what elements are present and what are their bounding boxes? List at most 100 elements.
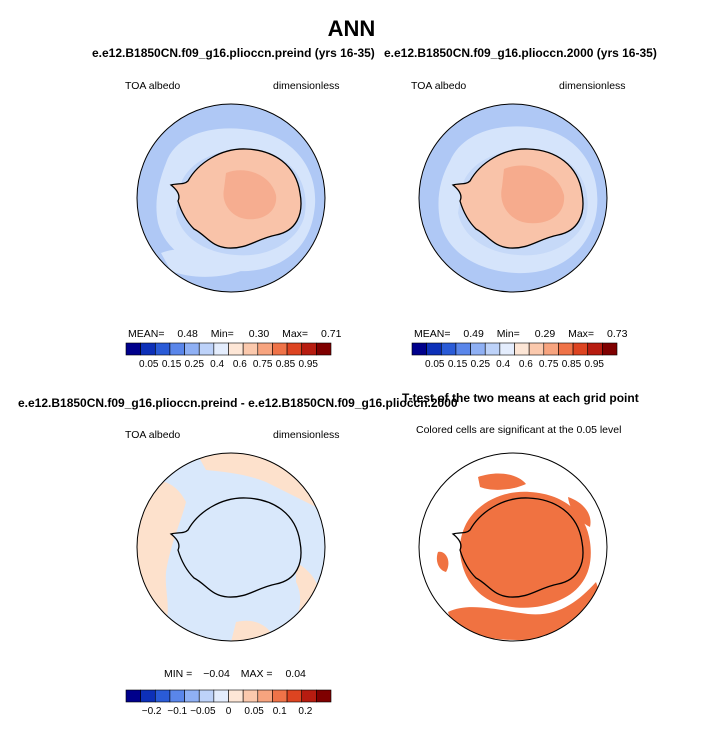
colorbar-cell	[286, 342, 303, 356]
variable-label: TOA albedo	[125, 80, 181, 92]
colorbar-tick-label: 0.75	[539, 359, 559, 370]
colorbar-cell	[286, 689, 303, 703]
plateau-shading	[223, 170, 277, 220]
mean-label: MEAN=	[414, 328, 451, 340]
colorbar-albedo-left: 0.05 0.15 0.25 0.4 0.6 0.75 0.85 0.95	[125, 342, 332, 370]
colorbar-tick-label: 0.6	[519, 359, 533, 370]
max-value: 0.73	[606, 328, 628, 340]
antarctica-landmass	[171, 497, 301, 598]
colorbar-tick-label: 0.05	[244, 706, 264, 717]
colorbar-cell	[228, 689, 244, 703]
colorbar-cell	[154, 689, 171, 703]
colorbar-cell	[587, 342, 603, 356]
colorbar-cell	[272, 342, 288, 356]
colorbar-cell	[440, 342, 457, 356]
colorbar-cell	[426, 342, 442, 356]
colorbar-tick-label: 0.2	[298, 706, 312, 717]
colorbar-tick-label: 0.4	[210, 359, 224, 370]
panel-title-ttest: T-test of the two means at each grid poi…	[402, 391, 639, 405]
map-border	[136, 452, 326, 642]
colorbar-tick-label: 0.6	[233, 359, 247, 370]
max-label: MAX =	[240, 668, 273, 680]
ttest-subtitle: Colored cells are significant at the 0.0…	[416, 424, 622, 436]
colorbar-cell	[455, 342, 471, 356]
variable-label: TOA albedo	[125, 429, 181, 441]
significant-region	[478, 473, 526, 490]
stats-preind: MEAN= 0.48 Min= 0.30 Max= 0.71	[128, 328, 341, 340]
plateau-shading	[501, 165, 565, 224]
colorbar-cell	[514, 342, 530, 356]
colorbar-cell	[154, 342, 171, 356]
colorbar-tick-label: 0.15	[162, 359, 182, 370]
colorbar-cell	[558, 342, 574, 356]
colorbar-tick-label: 0.25	[185, 359, 205, 370]
stats-difference: MIN = −0.04 MAX = 0.04	[164, 668, 306, 680]
polar-map-difference	[136, 452, 326, 642]
colorbar-tick-label: 0.15	[448, 359, 468, 370]
colorbar-cell	[301, 342, 317, 356]
significant-region	[568, 497, 591, 527]
units-label: dimensionless	[273, 429, 340, 441]
min-label: Min=	[496, 328, 520, 340]
panel-title-preind: e.e12.B1850CN.f09_g16.pliocсn.preind (yr…	[92, 46, 375, 60]
colorbar-cell	[543, 342, 559, 356]
colorbar-cell	[257, 689, 273, 703]
colorbar-tick-label: −0.05	[190, 706, 216, 717]
colorbar-difference: −0.2 −0.1 −0.05 0 0.05 0.1 0.2	[125, 689, 332, 717]
min-value: 0.29	[534, 328, 556, 340]
significant-region	[436, 551, 449, 572]
min-value: 0.30	[248, 328, 270, 340]
polar-map-2000	[418, 103, 608, 293]
colorbar-cell	[242, 689, 259, 703]
colorbar-cell	[140, 342, 156, 356]
colorbar-tick-label: −0.2	[142, 706, 162, 717]
colorbar-tick-label: −0.1	[167, 706, 187, 717]
max-label: Max=	[568, 328, 595, 340]
units-label: dimensionless	[273, 80, 340, 92]
colorbar-tick-label: 0.4	[496, 359, 510, 370]
colorbar-cell	[198, 689, 215, 703]
colorbar-cell	[242, 342, 259, 356]
colorbar-cell	[125, 689, 141, 703]
coastline	[169, 497, 302, 598]
colorbar-albedo-right: 0.05 0.15 0.25 0.4 0.6 0.75 0.85 0.95	[411, 342, 618, 370]
map-border	[136, 103, 326, 293]
colorbar-cell	[316, 689, 332, 703]
panel-title-2000: e.e12.B1850CN.f09_g16.pliocсn.2000 (yrs …	[384, 46, 657, 60]
colorbar-cell	[316, 342, 332, 356]
colorbar-cell	[228, 342, 244, 356]
colorbar-tick-label: 0.95	[298, 359, 318, 370]
coastline	[451, 148, 584, 249]
map-border	[418, 452, 608, 642]
colorbar-cell	[213, 689, 229, 703]
colorbar-cell	[213, 342, 229, 356]
colorbar-cell	[301, 689, 317, 703]
colorbar-tick-label: 0.85	[562, 359, 582, 370]
colorbar-tick-label: 0.25	[471, 359, 491, 370]
polar-map-ttest	[418, 452, 608, 642]
stats-2000: MEAN= 0.49 Min= 0.29 Max= 0.73	[414, 328, 627, 340]
min-label: Min=	[210, 328, 234, 340]
colorbar-cell	[484, 342, 501, 356]
mean-value: 0.48	[177, 328, 198, 340]
colorbar-cell	[499, 342, 515, 356]
polar-map-preind	[136, 103, 326, 293]
colorbar-cell	[272, 689, 288, 703]
colorbar-tick-label: 0.85	[276, 359, 296, 370]
colorbar-tick-label: 0.95	[584, 359, 604, 370]
colorbar-cell	[602, 342, 618, 356]
mean-value: 0.49	[463, 328, 484, 340]
max-value: 0.04	[285, 668, 306, 680]
map-border	[418, 103, 608, 293]
colorbar-cell	[140, 689, 156, 703]
variable-label: TOA albedo	[411, 80, 467, 92]
max-value: 0.71	[320, 328, 342, 340]
colorbar-cell	[184, 342, 200, 356]
colorbar-tick-label: 0.05	[425, 359, 445, 370]
colorbar-cell	[572, 342, 589, 356]
colorbar-cell	[184, 689, 200, 703]
colorbar-cell	[411, 342, 427, 356]
colorbar-tick-label: 0.05	[139, 359, 159, 370]
colorbar-cell	[169, 342, 185, 356]
colorbar-cell	[125, 342, 141, 356]
